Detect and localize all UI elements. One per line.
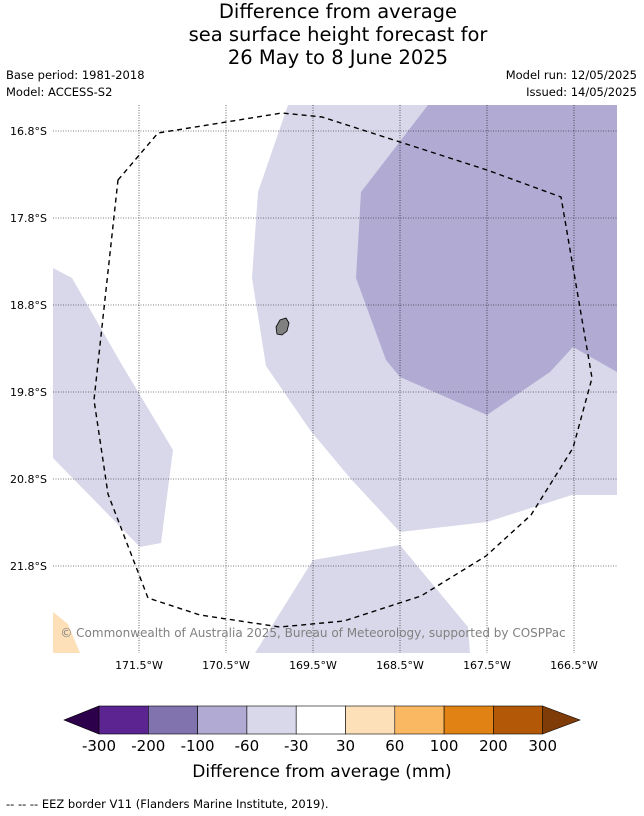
lon-label: 169.5°W — [289, 659, 337, 672]
colorbar-segment — [98, 705, 149, 735]
issued-date: Issued: 14/05/2025 — [526, 85, 637, 99]
colorbar-extend-high — [542, 705, 581, 735]
colorbar-tick-label: -60 — [235, 737, 260, 755]
colorbar-tick-label: -200 — [131, 737, 165, 755]
colorbar-segment — [295, 705, 346, 735]
model-run: Model run: 12/05/2025 — [505, 68, 637, 82]
chart-title: Difference from average sea surface heig… — [0, 0, 644, 69]
meta-right: Model run: 12/05/2025 Issued: 14/05/2025 — [506, 67, 637, 101]
lat-label: 19.8°S — [10, 386, 47, 399]
title-line-3: 26 May to 8 June 2025 — [227, 46, 449, 69]
eez-legend-note: -- -- -- EEZ border V11 (Flanders Marine… — [6, 797, 329, 811]
copyright-text: © Commonwealth of Australia 2025, Bureau… — [60, 626, 565, 640]
colorbar-segment — [345, 705, 396, 735]
lon-label: 168.5°W — [376, 659, 424, 672]
colorbar-label: Difference from average (mm) — [192, 762, 452, 782]
colorbar-ticks: -300 -200 -100 -60 -30 30 60 100 200 300 — [82, 737, 557, 755]
lon-label: 167.5°W — [463, 659, 511, 672]
colorbar-segment — [394, 705, 445, 735]
shading-light-purple-west — [53, 268, 173, 547]
colorbar-segment — [246, 705, 297, 735]
map-panel: © Commonwealth of Australia 2025, Bureau… — [10, 105, 617, 672]
lat-label: 16.8°S — [10, 125, 47, 138]
title-line-1: Difference from average — [218, 0, 458, 23]
base-period: Base period: 1981-2018 — [6, 68, 145, 82]
shading-light-purple-south — [255, 545, 470, 653]
eez-border — [93, 112, 593, 628]
lat-label: 18.8°S — [10, 299, 47, 312]
lon-label: 171.5°W — [115, 659, 163, 672]
shading-light-orange — [53, 612, 80, 653]
graticule — [53, 105, 617, 653]
lon-label: 170.5°W — [202, 659, 250, 672]
colorbar-segment — [443, 705, 494, 735]
colorbar-segment — [493, 705, 543, 735]
shading-medium-purple — [356, 105, 617, 415]
model-name: Model: ACCESS-S2 — [6, 85, 113, 99]
lat-label: 21.8°S — [10, 560, 47, 573]
meta-left: Base period: 1981-2018 Model: ACCESS-S2 — [6, 67, 145, 101]
map-area: © Commonwealth of Australia 2025, Bureau… — [53, 105, 617, 653]
colorbar-tick-label: -30 — [284, 737, 309, 755]
lat-label: 20.8°S — [10, 473, 47, 486]
colorbar-segment — [197, 705, 248, 735]
colorbar-tick-label: -100 — [181, 737, 215, 755]
colorbar-extend-low — [63, 705, 100, 735]
colorbar-boxes — [63, 705, 581, 735]
colorbar-tick-label: 300 — [528, 737, 557, 755]
colorbar-tick-label: 200 — [479, 737, 508, 755]
colorbar-tick-label: -300 — [82, 737, 116, 755]
title-line-2: sea surface height forecast for — [188, 23, 488, 46]
lat-label: 17.8°S — [10, 212, 47, 225]
colorbar-tick-label: 30 — [336, 737, 355, 755]
colorbar-tick-label: 100 — [430, 737, 459, 755]
colorbar-segment — [148, 705, 198, 735]
lon-label: 166.5°W — [550, 659, 598, 672]
latitude-labels: 16.8°S 17.8°S 18.8°S 19.8°S 20.8°S 21.8°… — [10, 125, 47, 573]
colorbar-tick-label: 60 — [385, 737, 404, 755]
island-land — [275, 317, 290, 336]
longitude-labels: 171.5°W 170.5°W 169.5°W 168.5°W 167.5°W … — [115, 659, 598, 672]
